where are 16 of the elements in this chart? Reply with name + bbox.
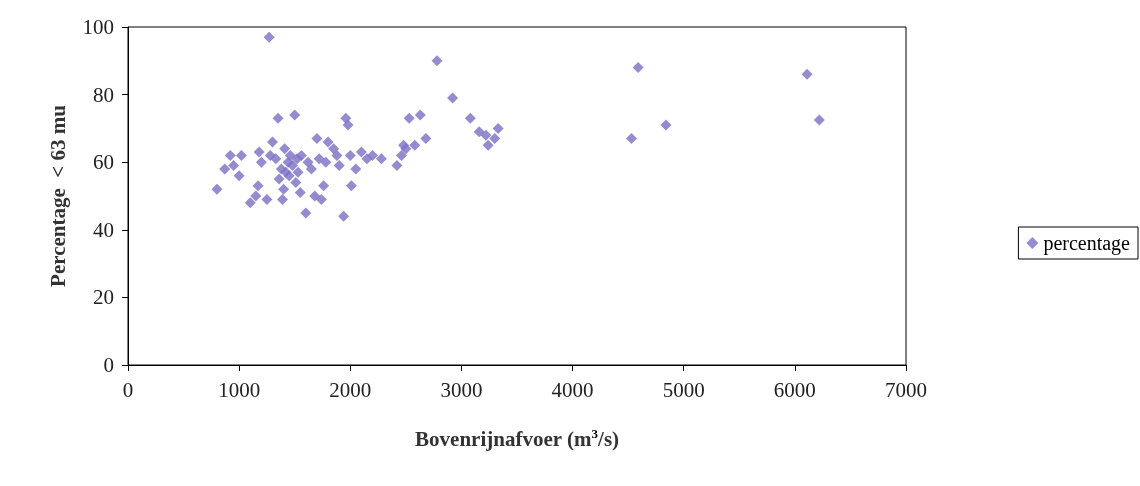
y-axis-title: Percentage < 63 mu [45, 104, 70, 287]
legend-label: percentage [1043, 232, 1131, 255]
y-tick-label: 40 [93, 217, 114, 242]
x-tick-label: 1000 [218, 377, 261, 402]
x-tick-label: 3000 [440, 377, 483, 402]
x-tick-label: 2000 [329, 377, 372, 402]
x-tick-label: 0 [122, 377, 134, 402]
y-tick-label: 100 [82, 15, 114, 39]
y-tick-label: 20 [93, 285, 114, 310]
x-tick-label: 4000 [551, 377, 594, 402]
y-tick-label: 60 [93, 150, 114, 175]
x-tick-label: 7000 [885, 377, 927, 402]
x-tick-label: 5000 [662, 377, 705, 402]
y-tick-label: 80 [93, 82, 114, 107]
x-tick-label: 6000 [773, 377, 816, 402]
y-tick-label: 0 [103, 353, 114, 377]
